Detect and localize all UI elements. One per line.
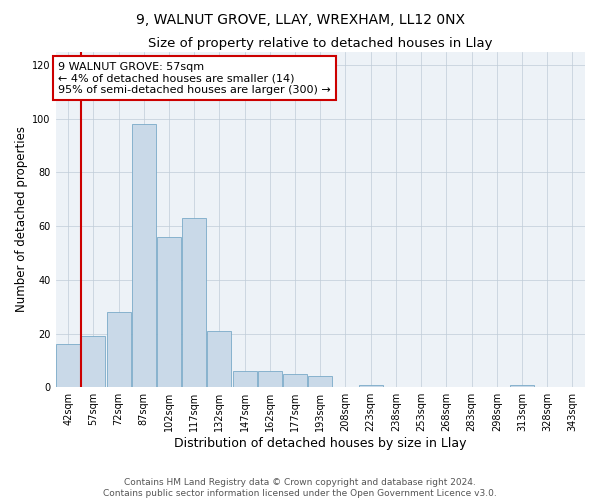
Bar	[107, 312, 131, 387]
Y-axis label: Number of detached properties: Number of detached properties	[15, 126, 28, 312]
Bar	[157, 237, 181, 387]
Text: 9, WALNUT GROVE, LLAY, WREXHAM, LL12 0NX: 9, WALNUT GROVE, LLAY, WREXHAM, LL12 0NX	[136, 12, 464, 26]
Text: 9 WALNUT GROVE: 57sqm
← 4% of detached houses are smaller (14)
95% of semi-detac: 9 WALNUT GROVE: 57sqm ← 4% of detached h…	[58, 62, 331, 95]
Bar	[359, 384, 383, 387]
Bar	[56, 344, 80, 387]
X-axis label: Distribution of detached houses by size in Llay: Distribution of detached houses by size …	[174, 437, 467, 450]
Bar	[233, 371, 257, 387]
Bar	[308, 376, 332, 387]
Title: Size of property relative to detached houses in Llay: Size of property relative to detached ho…	[148, 38, 493, 51]
Bar	[208, 331, 232, 387]
Text: Contains HM Land Registry data © Crown copyright and database right 2024.
Contai: Contains HM Land Registry data © Crown c…	[103, 478, 497, 498]
Bar	[82, 336, 106, 387]
Bar	[283, 374, 307, 387]
Bar	[132, 124, 156, 387]
Bar	[182, 218, 206, 387]
Bar	[258, 371, 282, 387]
Bar	[510, 384, 534, 387]
